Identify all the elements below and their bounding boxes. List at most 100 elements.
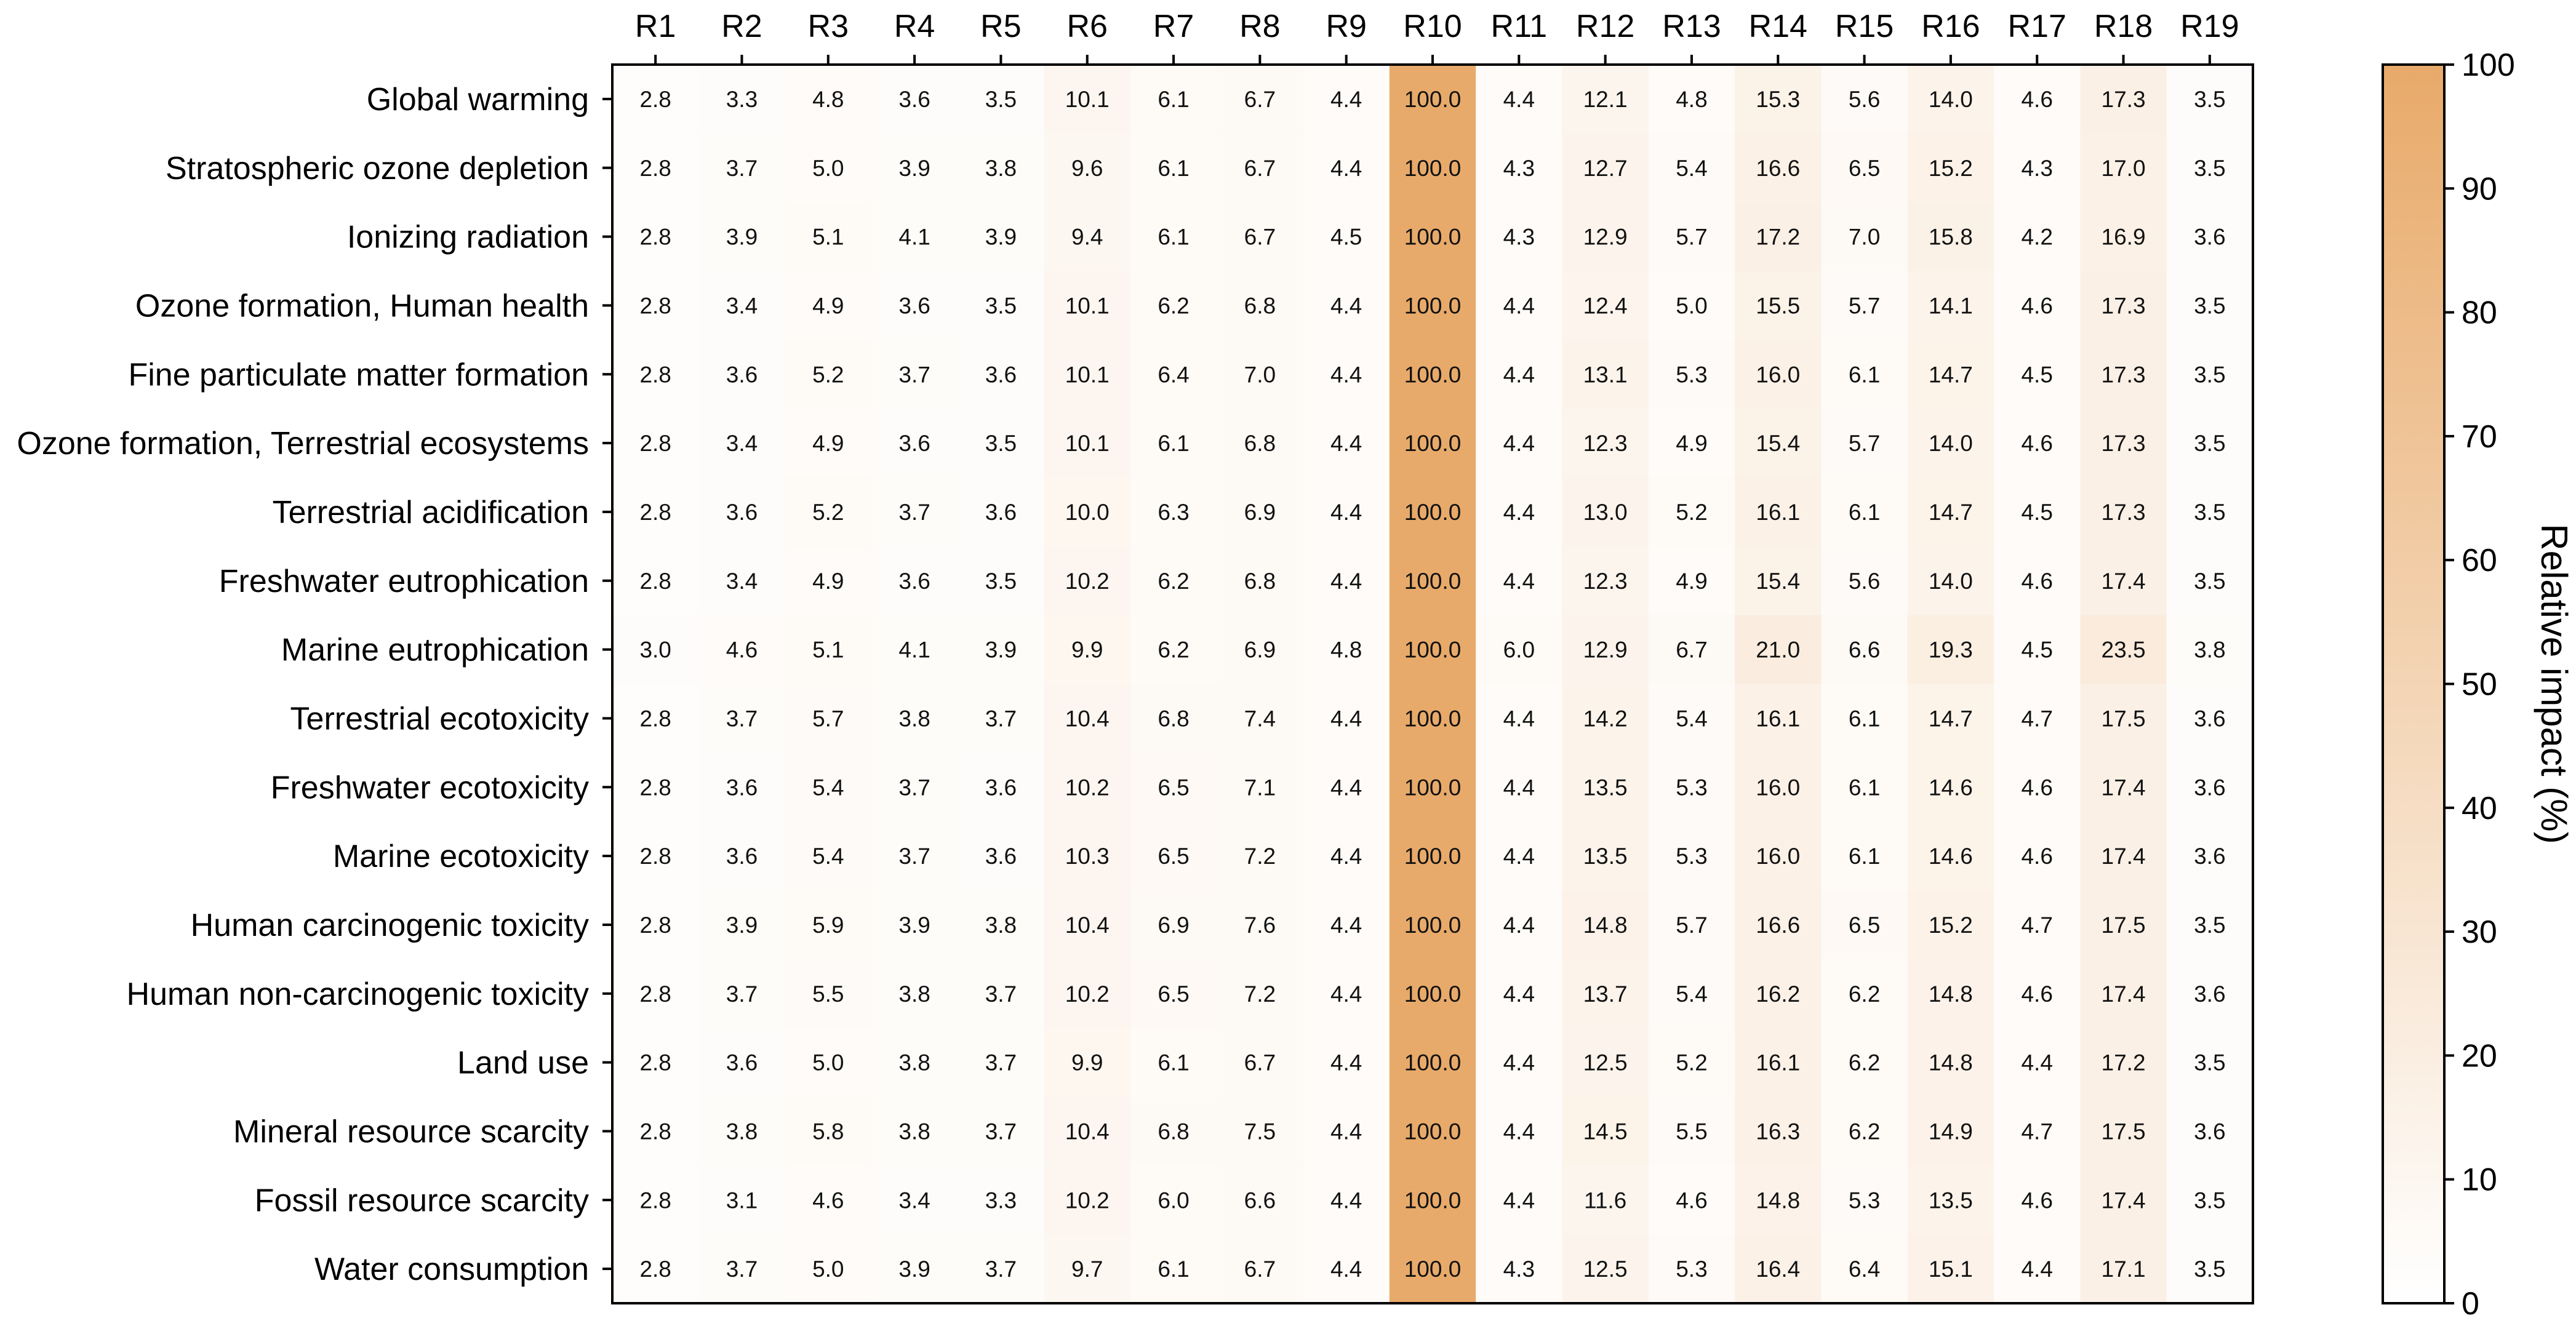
cell-value-label: 6.8	[1244, 431, 1276, 456]
cell-value-label: 3.6	[2194, 706, 2225, 731]
heatmap-cell	[1994, 271, 2081, 340]
cell-value-label: 6.8	[1244, 293, 1276, 318]
heatmap-cell	[612, 821, 699, 891]
cell-value-label: 3.7	[726, 981, 758, 1007]
cell-value-label: 3.9	[898, 156, 930, 181]
heatmap-cell	[958, 133, 1045, 203]
cell-value-label: 17.3	[2102, 293, 2146, 318]
cell-value-label: 13.7	[1583, 981, 1628, 1007]
heatmap-cell	[1562, 133, 1649, 203]
cell-value-label: 3.5	[2194, 913, 2225, 938]
cell-value-label: 3.6	[726, 844, 758, 869]
heatmap-cell	[1389, 340, 1476, 409]
cell-value-label: 3.5	[2194, 1050, 2225, 1076]
heatmap-cell	[1735, 546, 1822, 616]
heatmap-cell	[1821, 340, 1908, 409]
cell-value-label: 4.6	[2021, 431, 2052, 456]
heatmap-cell	[698, 133, 786, 203]
heatmap-cell	[2080, 890, 2167, 960]
cell-value-label: 13.5	[1929, 1188, 1973, 1213]
cell-value-label: 12.1	[1583, 87, 1628, 112]
cell-value-label: 3.6	[726, 362, 758, 387]
heatmap-cell	[1130, 684, 1217, 753]
cell-value-label: 5.7	[812, 706, 844, 731]
column-label: R3	[808, 9, 849, 44]
colorbar: 0 10 20 30 40 50 60 70 80 90 100 Relative impact (…	[2382, 47, 2575, 1322]
cell-value-label: 6.2	[1158, 293, 1189, 318]
heatmap-cell	[2080, 1096, 2167, 1166]
cell-value-label: 14.0	[1929, 431, 1973, 456]
heatmap-cell	[1994, 684, 2081, 753]
heatmap-cell	[1907, 821, 1994, 891]
cell-value-label: 4.4	[1330, 706, 1362, 731]
heatmap-cell	[1389, 821, 1476, 891]
heatmap-cell	[1735, 1096, 1822, 1166]
cell-value-label: 4.7	[2021, 913, 2052, 938]
heatmap-cell	[2080, 202, 2167, 271]
cell-value-label: 3.6	[726, 500, 758, 525]
cell-value-label: 3.9	[985, 637, 1017, 663]
cell-value-label: 3.7	[985, 706, 1017, 731]
row-label: Fine particulate matter formation	[128, 357, 589, 393]
heatmap-cell	[785, 1028, 872, 1097]
cell-value-label: 4.7	[2021, 706, 2052, 731]
heatmap-cell	[1735, 409, 1822, 478]
heatmap-cell	[1821, 1028, 1908, 1097]
cell-value-label: 5.4	[812, 844, 844, 869]
cell-value-label: 6.0	[1503, 637, 1535, 663]
row-label: Water consumption	[314, 1252, 589, 1287]
cell-value-label: 6.4	[1158, 362, 1189, 387]
cell-value-label: 4.5	[1330, 225, 1362, 250]
cell-value-label: 4.4	[1503, 500, 1535, 525]
cell-value-label: 3.8	[985, 913, 1017, 938]
cell-value-label: 5.0	[1676, 293, 1707, 318]
heatmap-cell	[1648, 1028, 1735, 1097]
heatmap-cell	[2080, 959, 2167, 1029]
heatmap-cell	[1217, 753, 1304, 822]
column-label: R17	[2008, 9, 2066, 44]
heatmap-cell	[612, 133, 699, 203]
heatmap-cell	[2080, 340, 2167, 409]
heatmap-cell	[1476, 271, 1562, 340]
cell-value-label: 4.6	[2021, 293, 2052, 318]
cell-value-label: 14.8	[1929, 1050, 1973, 1076]
heatmap-cell	[1735, 133, 1822, 203]
cell-value-label: 9.7	[1071, 1256, 1103, 1282]
heatmap-cell	[1907, 753, 1994, 822]
heatmap-cell	[785, 1096, 872, 1166]
cell-value-label: 10.4	[1065, 913, 1110, 938]
cell-value-label: 3.6	[726, 1050, 758, 1076]
cell-value-label: 100.0	[1404, 913, 1462, 938]
colorbar-ticks: 0 10 20 30 40 50 60 70 80 90 100	[2444, 47, 2515, 1322]
cell-value-label: 3.9	[726, 913, 758, 938]
cell-value-label: 2.8	[639, 362, 671, 387]
cell-value-label: 100.0	[1404, 500, 1462, 525]
heatmap-cell	[1130, 477, 1217, 547]
heatmap-cell	[1648, 1096, 1735, 1166]
cell-value-label: 6.1	[1849, 500, 1880, 525]
colorbar-tick-label: 90	[2462, 171, 2497, 207]
cell-value-label: 3.5	[2194, 156, 2225, 181]
cell-value-label: 12.3	[1583, 431, 1628, 456]
heatmap-cell	[1303, 202, 1390, 271]
heatmap-cell	[1821, 477, 1908, 547]
heatmap-cell	[2080, 1028, 2167, 1097]
cell-value-label: 2.8	[639, 156, 671, 181]
cell-value-label: 6.7	[1244, 156, 1276, 181]
cell-value-label: 16.0	[1756, 844, 1800, 869]
cell-value-label: 5.2	[1676, 1050, 1707, 1076]
heatmap-cell	[1130, 890, 1217, 960]
cell-value-label: 6.2	[1158, 569, 1189, 594]
heatmap-cell	[958, 546, 1045, 616]
heatmap-cell	[1044, 340, 1131, 409]
heatmap-cell	[1735, 821, 1822, 891]
cell-value-label: 17.4	[2102, 844, 2146, 869]
cell-value-label: 16.1	[1756, 500, 1800, 525]
column-label: R15	[1835, 9, 1894, 44]
heatmap-cell	[1130, 271, 1217, 340]
heatmap-cell	[1735, 615, 1822, 684]
cell-value-label: 6.7	[1676, 637, 1707, 663]
heatmap-cell	[1044, 890, 1131, 960]
cell-value-label: 5.8	[812, 1119, 844, 1144]
cell-value-label: 4.4	[1330, 775, 1362, 800]
